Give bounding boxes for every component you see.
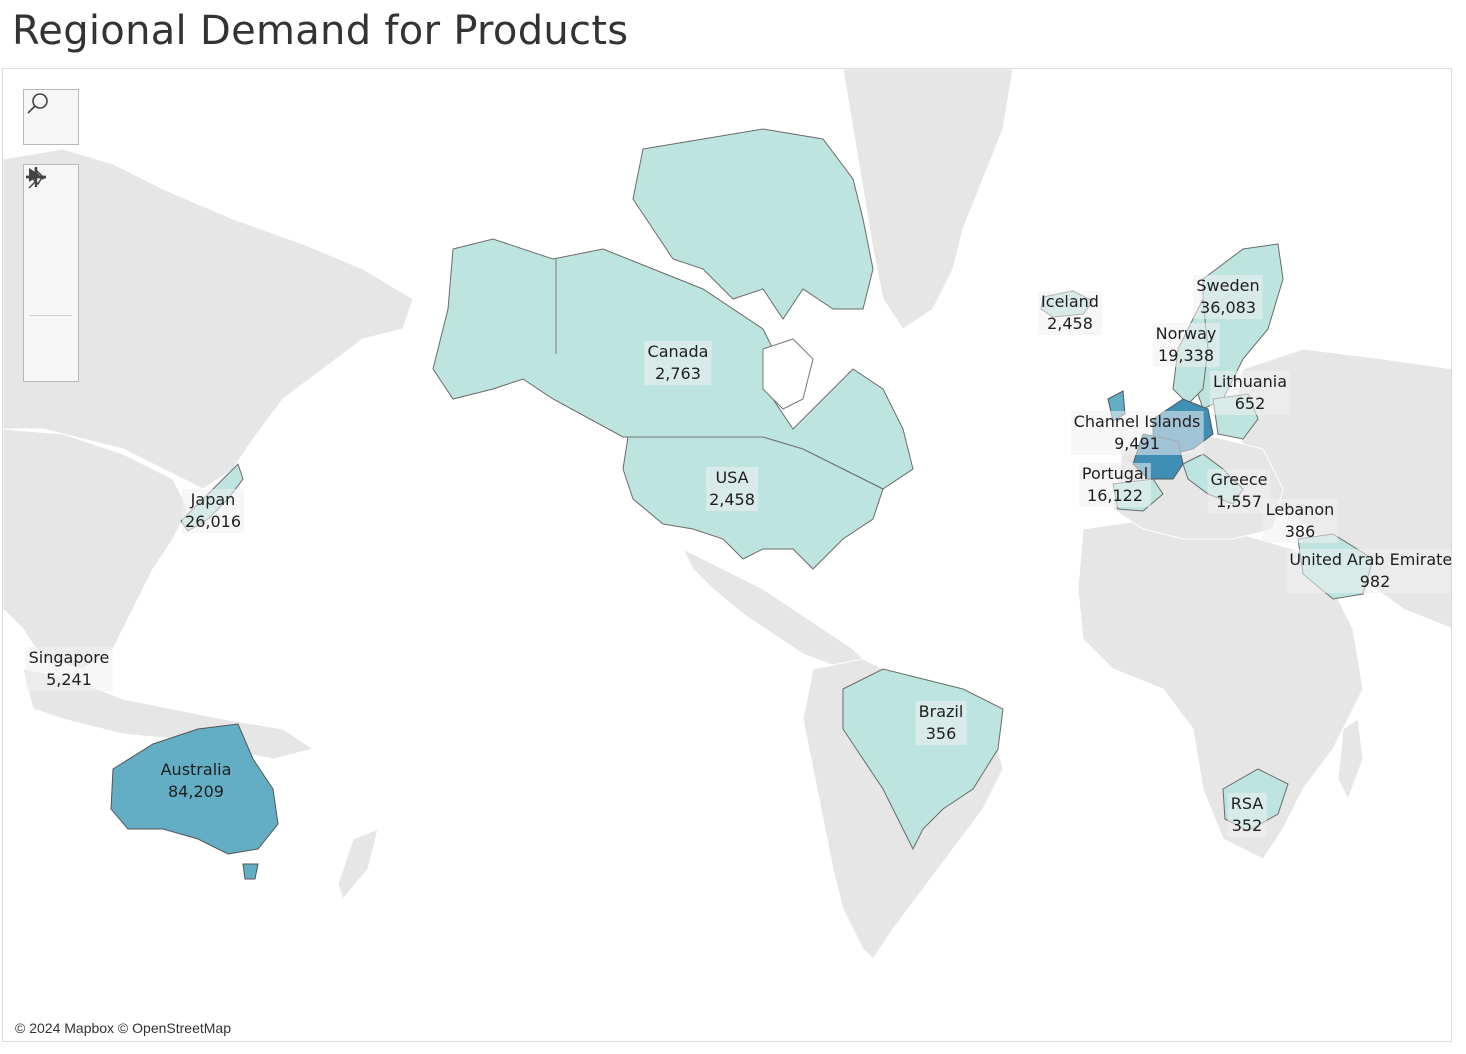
region-name: Australia [160,760,232,779]
region-name: Portugal [1081,464,1149,483]
label-lithuania: Lithuania 652 [1209,371,1291,415]
region-value: 2,458 [1047,314,1093,333]
page-title: Regional Demand for Products [12,8,629,54]
map-attribution[interactable]: © 2024 Mapbox © OpenStreetMap [11,1019,235,1037]
label-rsa: RSA 352 [1227,793,1267,837]
land-new-zealand [337,828,379,901]
land-madagascar [1337,718,1364,801]
region-name: Brazil [918,702,964,721]
region-name: Greece [1210,470,1268,489]
label-australia: Australia 84,209 [158,759,235,803]
expand-toolbar-button[interactable] [24,168,78,366]
region-australia [110,723,279,855]
land-china [3,428,189,670]
search-control[interactable] [23,89,79,145]
label-sweden: Sweden 36,083 [1193,275,1263,319]
label-greece: Greece 1,557 [1207,469,1271,513]
region-name: USA [715,468,749,487]
toolbar-divider [30,315,72,316]
land-north-asia [3,148,414,490]
region-value: 84,209 [168,782,224,801]
map-layer [3,69,1451,960]
region-tasmania [242,863,259,880]
region-value: 26,016 [185,512,241,531]
region-value: 652 [1234,394,1266,413]
search-button[interactable] [24,90,78,144]
region-name: Singapore [28,648,110,667]
region-name: Iceland [1041,292,1099,311]
region-value: 982 [1359,572,1391,591]
region-value: 2,458 [709,490,755,509]
region-value: 1,557 [1216,492,1262,511]
pin-button[interactable] [24,168,78,315]
region-value: 352 [1231,816,1263,835]
region-name: Norway [1155,324,1217,343]
label-iceland: Iceland 2,458 [1038,291,1102,335]
play-icon [29,168,40,182]
region-name: Lithuania [1212,372,1288,391]
land-central-america [681,547,875,670]
region-name: Channel Islands [1073,412,1201,431]
label-lebanon: Lebanon 386 [1262,499,1338,543]
region-arctic-islands [632,128,874,320]
region-name: United Arab Emirates [1289,550,1452,569]
region-name: Lebanon [1265,500,1335,519]
region-name: RSA [1230,794,1264,813]
region-value: 16,122 [1087,486,1143,505]
region-value: 2,763 [655,364,701,383]
label-usa: USA 2,458 [706,467,758,511]
region-name: Japan [190,490,236,509]
label-uae: United Arab Emirates 982 [1286,549,1452,593]
label-portugal: Portugal 16,122 [1078,463,1152,507]
label-singapore: Singapore 5,241 [25,647,113,691]
label-channel-islands: Channel Islands 9,491 [1070,411,1204,455]
region-value: 386 [1284,522,1316,541]
zoom-out-button[interactable] [24,175,78,265]
region-value: 5,241 [46,670,92,689]
region-value: 356 [925,724,957,743]
land-greenland [842,69,1014,330]
label-japan: Japan 26,016 [182,489,244,533]
label-canada: Canada 2,763 [644,341,712,385]
search-icon [27,93,48,114]
region-value: 9,491 [1114,434,1160,453]
region-value: 36,083 [1200,298,1256,317]
region-name: Canada [647,342,709,361]
map-canvas[interactable]: Canada 2,763 USA 2,458 Brazil 356 Icelan… [2,68,1452,1042]
zoom-toolbar [23,164,79,382]
label-norway: Norway 19,338 [1152,323,1220,367]
region-value: 19,338 [1158,346,1214,365]
label-brazil: Brazil 356 [915,701,967,745]
region-name: Sweden [1196,276,1260,295]
